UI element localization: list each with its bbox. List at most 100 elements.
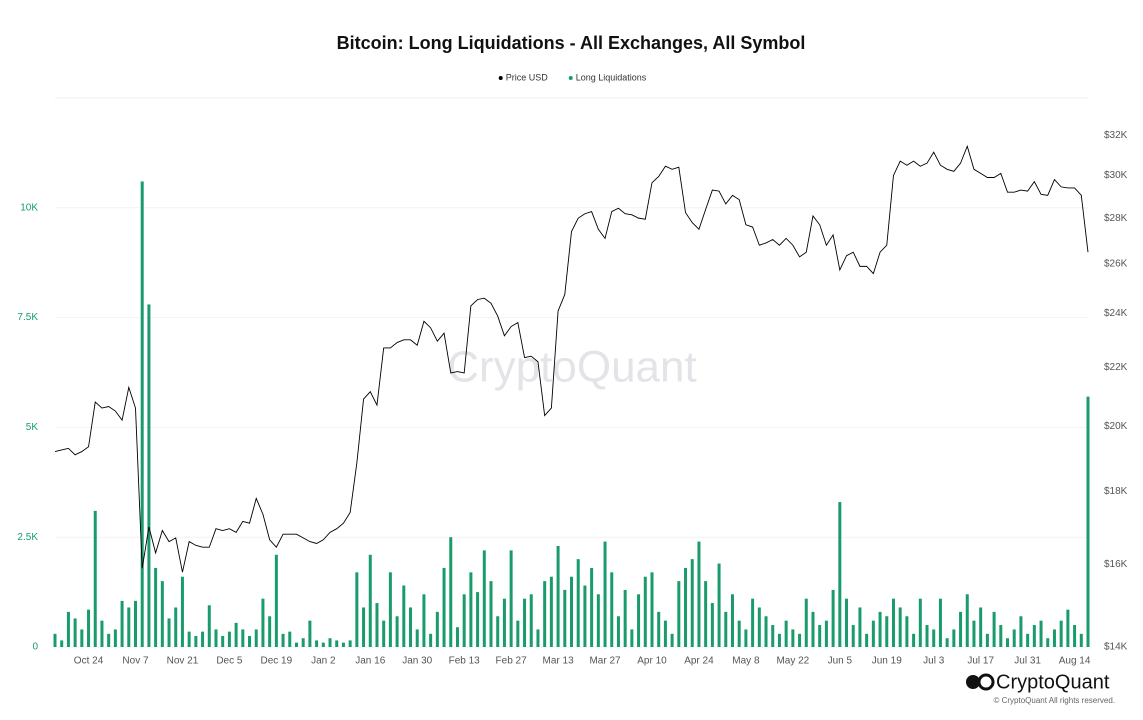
footer-copyright: © CryptoQuant All rights reserved. [994, 696, 1116, 705]
bar [1059, 620, 1063, 647]
bar [583, 585, 587, 647]
bar [53, 633, 57, 647]
x-tick-label: Mar 13 [543, 656, 575, 667]
bar [341, 642, 345, 647]
bar [174, 607, 178, 647]
bar [536, 629, 540, 647]
bar [757, 607, 761, 647]
bar [100, 620, 104, 647]
bar [133, 600, 137, 647]
bar [523, 598, 527, 647]
x-tick-label: May 22 [776, 656, 809, 667]
bar [335, 640, 339, 647]
x-tick-label: Dec 5 [216, 656, 243, 667]
y2-tick-label: $14K [1104, 642, 1128, 653]
bar [221, 636, 225, 647]
bar [751, 598, 755, 647]
bar [985, 633, 989, 647]
legend-marker [498, 76, 503, 80]
bar [415, 629, 419, 647]
bar [684, 567, 688, 647]
bar [610, 572, 614, 647]
bar [637, 594, 641, 647]
bar [570, 576, 573, 647]
watermark: CryptoQuant [447, 343, 696, 392]
bar [107, 633, 111, 647]
bar [771, 625, 775, 647]
bar [784, 620, 788, 647]
legend-label: Long Liquidations [576, 72, 647, 82]
y2-tick-label: $28K [1104, 213, 1128, 224]
bar [623, 589, 627, 647]
bar [375, 603, 379, 647]
bar [824, 620, 828, 647]
bar [388, 572, 392, 647]
bar [885, 616, 889, 647]
bar [1079, 633, 1083, 647]
bar [409, 607, 413, 647]
bar [348, 640, 352, 647]
bar [838, 502, 842, 647]
bar [952, 629, 956, 647]
bar [549, 576, 553, 647]
bar [422, 594, 426, 647]
bar [670, 633, 674, 647]
x-tick-label: Jul 3 [923, 656, 945, 667]
bar [831, 589, 835, 647]
bar [918, 598, 922, 647]
x-tick-label: Oct 24 [74, 656, 104, 667]
bar [1066, 609, 1070, 647]
bar [878, 611, 882, 647]
bar [482, 550, 486, 647]
y-tick-label: 0 [32, 642, 38, 653]
bar [60, 640, 64, 647]
x-tick-label: Jul 31 [1014, 656, 1041, 667]
bar [207, 605, 211, 647]
bar [730, 594, 734, 647]
y2-tick-label: $18K [1104, 486, 1128, 497]
bar [1073, 625, 1077, 647]
bar [972, 620, 976, 647]
bar [858, 607, 862, 647]
x-tick-label: Apr 10 [637, 656, 667, 667]
bar [777, 633, 781, 647]
bar [321, 642, 325, 647]
bar [294, 642, 298, 647]
bar [529, 594, 533, 647]
bar [563, 589, 567, 647]
x-tick-label: May 8 [732, 656, 760, 667]
bar [1006, 638, 1010, 647]
x-tick-label: Nov 21 [167, 656, 199, 667]
x-tick-label: Aug 14 [1059, 656, 1091, 667]
bar [616, 616, 620, 647]
bar [469, 572, 473, 647]
y2-tick-label: $22K [1104, 362, 1128, 373]
bar [1052, 629, 1056, 647]
x-tick-label: Dec 19 [261, 656, 293, 667]
bar [630, 629, 634, 647]
y-tick-label: 5K [26, 422, 39, 433]
bar [274, 554, 278, 647]
bar [127, 607, 131, 647]
y2-tick-label: $32K [1104, 130, 1128, 141]
bar-series [53, 181, 1090, 647]
bar [516, 620, 520, 647]
bar [999, 625, 1003, 647]
bar [851, 625, 855, 647]
x-tick-label: Mar 27 [589, 656, 621, 667]
bar [965, 594, 969, 647]
bar [268, 616, 272, 647]
bar [87, 609, 91, 647]
bar [650, 572, 654, 647]
bar [992, 611, 996, 647]
bar [905, 616, 909, 647]
bar [201, 631, 205, 647]
bar [912, 633, 916, 647]
legend: Price USD Long Liquidations [498, 72, 647, 82]
bar [576, 559, 580, 647]
bar [234, 622, 238, 647]
x-tick-label: Feb 13 [449, 656, 481, 667]
bar [315, 640, 319, 647]
bar [704, 581, 708, 647]
